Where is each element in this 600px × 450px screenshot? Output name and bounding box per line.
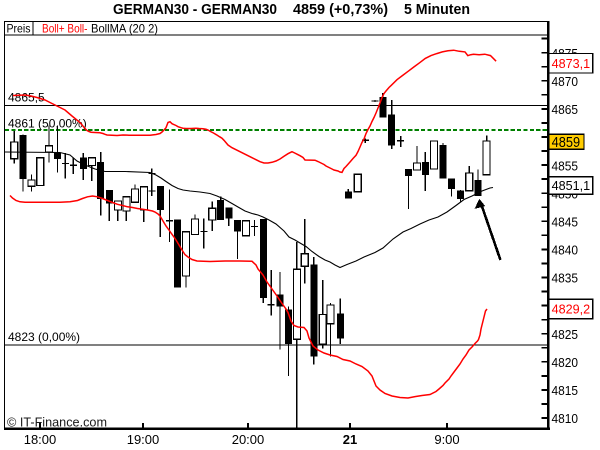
svg-text:4865: 4865	[552, 102, 579, 117]
svg-text:21: 21	[343, 432, 357, 447]
svg-text:19:00: 19:00	[127, 432, 160, 447]
svg-text:Boll+ Boll-: Boll+ Boll-	[42, 21, 88, 35]
svg-text:4823 (0,00%): 4823 (0,00%)	[8, 330, 80, 344]
svg-text:4845: 4845	[552, 215, 579, 230]
svg-text:BollMA (20 2): BollMA (20 2)	[91, 21, 158, 35]
svg-text:GERMAN30 - GERMAN30: GERMAN30 - GERMAN30	[113, 1, 277, 18]
svg-text:4851,1: 4851,1	[552, 179, 591, 193]
svg-text:20:00: 20:00	[232, 432, 265, 447]
svg-text:4859 (+0,73%): 4859 (+0,73%)	[293, 1, 388, 18]
svg-text:4810: 4810	[552, 411, 579, 426]
svg-text:4870: 4870	[552, 74, 579, 89]
svg-text:4815: 4815	[552, 383, 579, 398]
svg-text:4829,2: 4829,2	[552, 303, 591, 317]
svg-text:4855: 4855	[552, 158, 579, 173]
svg-text:4865,5: 4865,5	[8, 91, 45, 105]
svg-text:Preis: Preis	[7, 21, 31, 35]
svg-text:9:00: 9:00	[434, 432, 459, 447]
svg-text:4861 (50,00%): 4861 (50,00%)	[8, 116, 87, 130]
svg-text:4825: 4825	[552, 327, 579, 342]
svg-text:18:00: 18:00	[24, 432, 57, 447]
svg-text:4840: 4840	[552, 243, 579, 258]
svg-text:5 Minuten: 5 Minuten	[404, 1, 470, 18]
svg-text:4835: 4835	[552, 271, 579, 286]
svg-text:4820: 4820	[552, 355, 579, 370]
svg-text:4859: 4859	[552, 135, 581, 151]
svg-text:© IT-Finance.com: © IT-Finance.com	[7, 416, 107, 430]
svg-text:4873,1: 4873,1	[552, 57, 591, 71]
